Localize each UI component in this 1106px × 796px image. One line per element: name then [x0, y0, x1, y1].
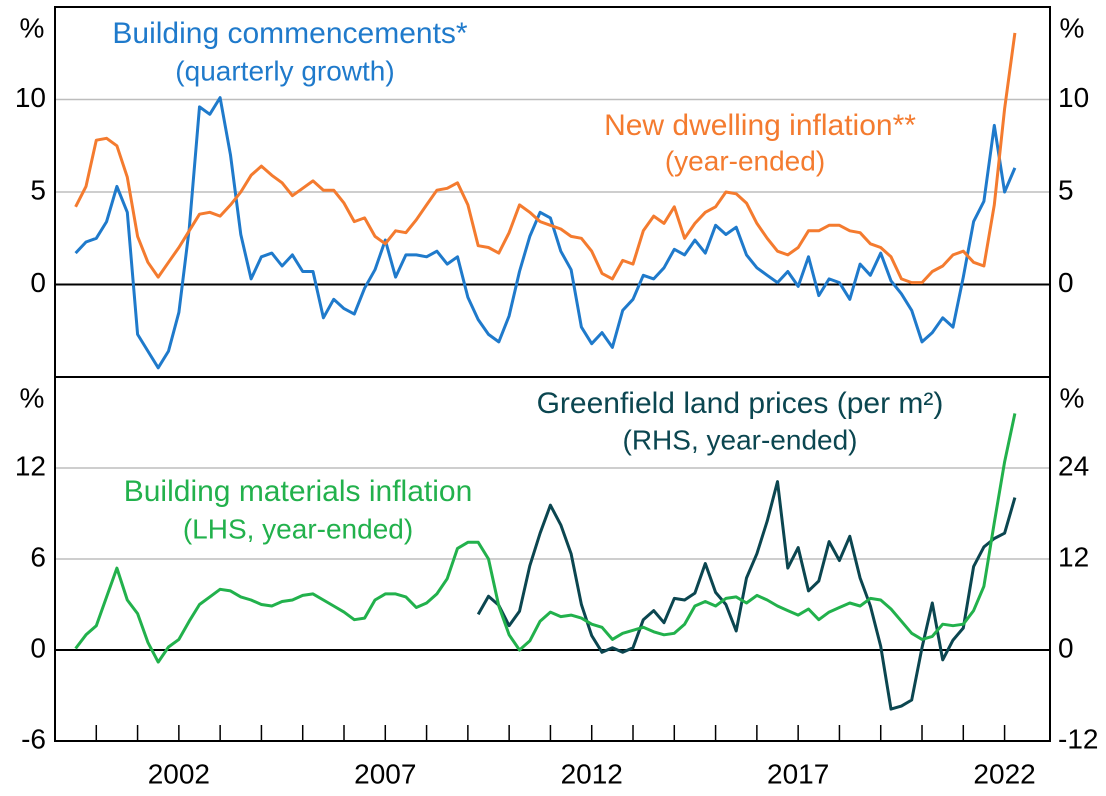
y-tick-label: -6 — [21, 723, 46, 754]
series-line — [476, 480, 1017, 711]
series-sublabel: (quarterly growth) — [175, 55, 394, 86]
series-label: Building materials inflation — [124, 475, 473, 508]
y2-tick-label: 24 — [1058, 450, 1089, 481]
y2-unit: % — [1060, 382, 1085, 413]
y-unit: % — [20, 382, 45, 413]
series-label: New dwelling inflation** — [604, 109, 916, 142]
x-tick-label: 2007 — [354, 758, 416, 789]
y2-tick-label: 0 — [1058, 267, 1074, 298]
series-line — [74, 96, 1017, 370]
y-tick-label: 0 — [30, 267, 46, 298]
y2-unit: % — [1060, 12, 1085, 43]
series-sublabel: (LHS, year-ended) — [183, 513, 413, 544]
y-tick-label: 12 — [15, 450, 46, 481]
y2-tick-label: 10 — [1058, 82, 1089, 113]
y2-tick-label: -12 — [1058, 723, 1098, 754]
series-label: Building commencements* — [112, 17, 467, 50]
series-sublabel: (RHS, year-ended) — [623, 424, 858, 455]
y2-tick-label: 12 — [1058, 541, 1089, 572]
plot-frame — [54, 376, 1051, 742]
x-tick-label: 2012 — [561, 758, 623, 789]
y-tick-label: 10 — [15, 82, 46, 113]
x-tick-label: 2017 — [767, 758, 829, 789]
x-tick-label: 2002 — [148, 758, 210, 789]
y-tick-label: 5 — [30, 174, 46, 205]
y2-tick-label: 5 — [1058, 174, 1074, 205]
y-tick-label: 0 — [30, 632, 46, 663]
y2-tick-label: 0 — [1058, 632, 1074, 663]
series-line — [74, 32, 1017, 285]
series-label: Greenfield land prices (per m²) — [537, 387, 944, 420]
series-sublabel: (year-ended) — [665, 145, 825, 176]
y-tick-label: 6 — [30, 541, 46, 572]
x-tick-label: 2022 — [973, 758, 1035, 789]
y-unit: % — [20, 12, 45, 43]
series-line — [74, 413, 1017, 664]
